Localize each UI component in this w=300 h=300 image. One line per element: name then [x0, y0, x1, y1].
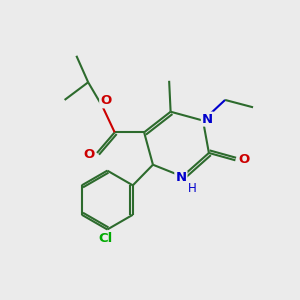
- Text: O: O: [100, 94, 112, 107]
- Text: O: O: [238, 153, 249, 166]
- Text: H: H: [188, 182, 197, 195]
- Text: Cl: Cl: [99, 232, 113, 245]
- Text: N: N: [202, 112, 213, 126]
- Text: O: O: [83, 148, 94, 161]
- Text: N: N: [176, 172, 187, 184]
